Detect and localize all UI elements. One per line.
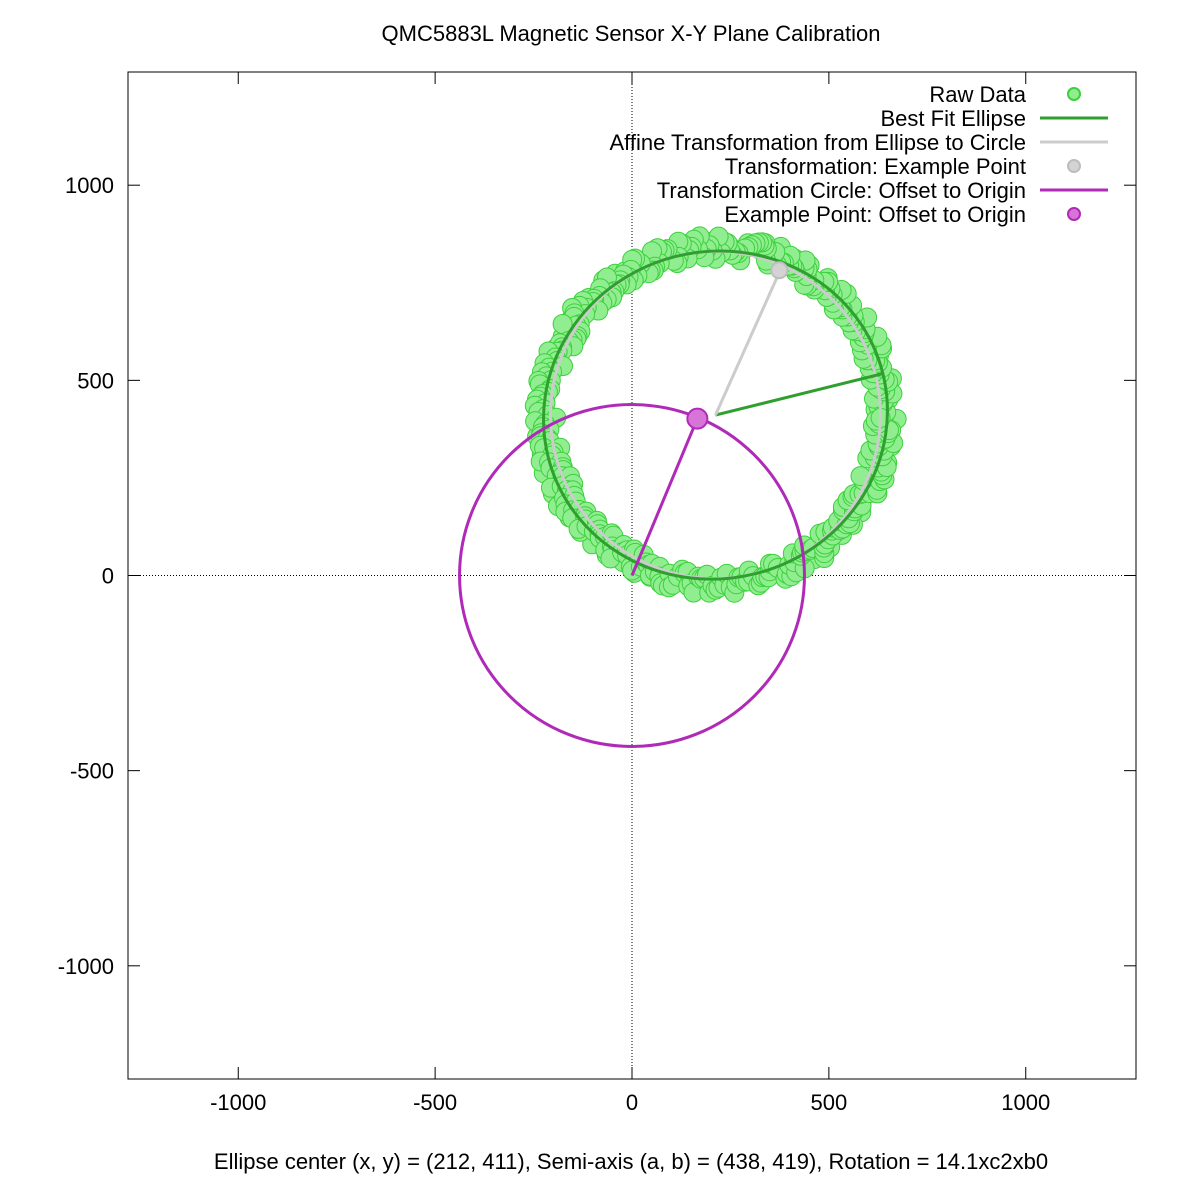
offset-circle (458, 403, 806, 748)
offset-example-point (686, 407, 709, 430)
y-tick-label: 0 (102, 564, 114, 589)
ellipse-radius-line (715, 371, 885, 417)
legend-point-sample (1067, 159, 1081, 173)
y-tick-label: 1000 (65, 173, 114, 198)
legend-point-sample (1067, 207, 1081, 221)
legend-label: Transformation Circle: Offset to Origin (657, 178, 1026, 203)
plot-area (458, 226, 907, 748)
legend-label: Example Point: Offset to Origin (724, 202, 1026, 227)
x-axis-label: Ellipse center (x, y) = (212, 411), Semi… (214, 1149, 1048, 1174)
x-tick-label: -500 (413, 1090, 457, 1115)
x-tick-label: -1000 (210, 1090, 266, 1115)
y-tick-label: -500 (70, 759, 114, 784)
example-point (770, 261, 789, 280)
legend-label: Transformation: Example Point (725, 154, 1026, 179)
x-tick-label: 1000 (1001, 1090, 1050, 1115)
legend-label: Affine Transformation from Ellipse to Ci… (609, 130, 1026, 155)
axis-ticks: -1000 -500 0 500 1000 -1000 -500 0 500 1000 (58, 72, 1136, 1115)
legend-label: Best Fit Ellipse (881, 106, 1027, 131)
affine-line (714, 266, 783, 416)
offset-line (630, 418, 699, 577)
legend-point-sample (1067, 87, 1081, 101)
legend-label: Raw Data (929, 82, 1026, 107)
x-tick-label: 0 (626, 1090, 638, 1115)
y-tick-label: -1000 (58, 954, 114, 979)
data-group (458, 226, 907, 748)
chart-title: QMC5883L Magnetic Sensor X-Y Plane Calib… (382, 21, 881, 46)
y-tick-label: 500 (77, 368, 114, 393)
x-tick-label: 500 (811, 1090, 848, 1115)
